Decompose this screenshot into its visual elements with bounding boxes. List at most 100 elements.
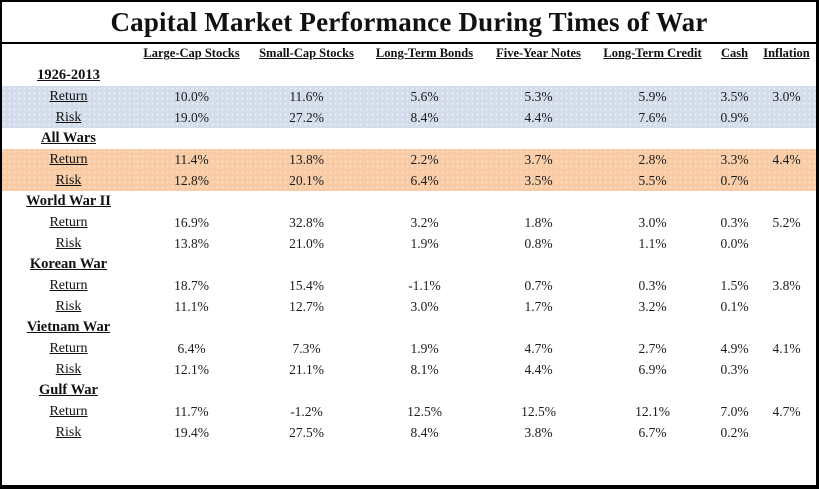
value-cell: 5.9% [593,86,712,107]
value-cell: -1.2% [290,403,323,419]
empty-cell [484,65,593,86]
page-title: Capital Market Performance During Times … [110,6,708,37]
value-cell: 5.6% [365,86,484,107]
value-cell: 4.1% [772,340,801,356]
section-header-row: 1926-2013 [2,65,816,86]
section-header-row: Vietnam War [2,317,816,338]
value-cell: 10.0% [135,86,248,107]
empty-cell [365,317,484,338]
table-row-return: Return 11.4% 13.8% 2.2% 3.7% 2.8% 3.3% 4.4% [2,149,816,170]
value-cell [757,170,816,191]
value-cell: 12.5% [407,403,442,419]
row-label: Risk [55,235,82,251]
empty-cell [135,191,248,212]
value-cell: 3.3% [712,149,757,170]
empty-cell [712,191,757,212]
value-cell: 3.0% [638,214,667,230]
section-label: 1926-2013 [37,67,100,83]
value-cell: 0.7% [712,170,757,191]
column-header: Large-Cap Stocks [143,46,240,60]
value-cell: 1.5% [720,277,749,293]
value-cell: 7.6% [593,107,712,128]
row-label-header-spacer [2,44,135,65]
value-cell: 6.4% [177,340,206,356]
table-row-risk: Risk 19.0% 27.2% 8.4% 4.4% 7.6% 0.9% [2,107,816,128]
empty-cell [365,128,484,149]
row-label: Return [49,214,88,230]
empty-cell [757,380,816,401]
value-cell: 5.2% [772,214,801,230]
row-label: Risk [2,170,135,191]
row-label: Risk [55,424,82,440]
value-cell: 7.0% [720,403,749,419]
value-cell [757,233,816,254]
empty-cell [365,254,484,275]
value-cell: 19.4% [174,424,209,440]
section-header-row: Gulf War [2,380,816,401]
value-cell: 20.1% [248,170,365,191]
table-row-return: Return 16.9% 32.8% 3.2% 1.8% 3.0% 0.3% 5.2% [2,212,816,233]
value-cell: 2.7% [638,340,667,356]
value-cell: 4.4% [524,361,553,377]
empty-cell [484,254,593,275]
value-cell: 0.8% [524,235,553,251]
value-cell: 3.5% [484,170,593,191]
empty-cell [757,254,816,275]
value-cell: 1.8% [524,214,553,230]
value-cell: 1.9% [410,235,439,251]
value-cell: 11.1% [174,298,209,314]
value-cell: 4.7% [524,340,553,356]
empty-cell [248,317,365,338]
section-label: Vietnam War [26,319,111,335]
value-cell: 1.9% [410,340,439,356]
empty-cell [757,65,816,86]
empty-cell [135,128,248,149]
empty-cell [135,254,248,275]
value-cell: 4.4% [484,107,593,128]
value-cell: 3.8% [524,424,553,440]
value-cell: 3.2% [410,214,439,230]
value-cell: 8.4% [365,107,484,128]
value-cell: 6.9% [638,361,667,377]
value-cell: 0.0% [720,235,749,251]
value-cell: 2.2% [365,149,484,170]
value-cell: 19.0% [135,107,248,128]
value-cell [757,359,816,380]
empty-cell [365,191,484,212]
empty-cell [712,380,757,401]
table-body: 1926-2013 Return 10.0% 11.6% 5.6% 5.3% 5.9% 3.5… [2,65,816,443]
value-cell: 3.5% [712,86,757,107]
empty-cell [712,254,757,275]
section-label: Gulf War [39,382,98,398]
value-cell: 4.4% [757,149,816,170]
table-row-return: Return 11.7% -1.2% 12.5% 12.5% 12.1% 7.0% 4.7% [2,401,816,422]
empty-cell [757,317,816,338]
value-cell: 18.7% [174,277,209,293]
value-cell: 3.7% [484,149,593,170]
empty-cell [248,254,365,275]
value-cell: 16.9% [174,214,209,230]
table-row-return: Return 6.4% 7.3% 1.9% 4.7% 2.7% 4.9% 4.1% [2,338,816,359]
value-cell: 8.4% [410,424,439,440]
value-cell: 6.7% [638,424,667,440]
value-cell: 12.8% [135,170,248,191]
empty-cell [248,128,365,149]
value-cell: 8.1% [410,361,439,377]
value-cell: 11.6% [248,86,365,107]
section-header-row: Korean War [2,254,816,275]
column-header: Long-Term Bonds [375,46,474,60]
value-cell: 1.1% [638,235,667,251]
empty-cell [712,65,757,86]
table-row-return: Return 10.0% 11.6% 5.6% 5.3% 5.9% 3.5% 3.0% [2,86,816,107]
row-label: Return [2,149,135,170]
empty-cell [593,65,712,86]
value-cell: 0.2% [720,424,749,440]
table-row-risk: Risk 19.4% 27.5% 8.4% 3.8% 6.7% 0.2% [2,422,816,443]
section-label: All Wars [41,130,96,146]
value-cell: 5.3% [484,86,593,107]
value-cell: 1.7% [524,298,553,314]
empty-cell [248,380,365,401]
empty-cell [248,191,365,212]
row-label: Risk [55,298,82,314]
empty-cell [484,380,593,401]
